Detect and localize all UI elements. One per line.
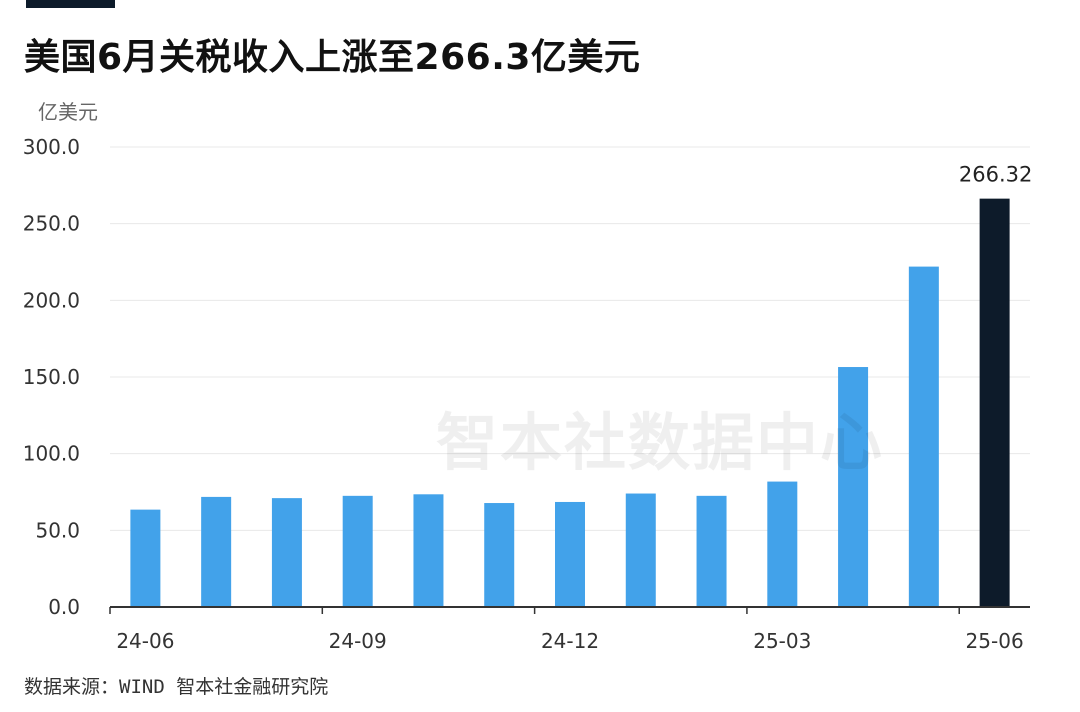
bar-24-12 (555, 501, 585, 607)
bar-25-06 (979, 198, 1010, 607)
bar-24-08 (271, 498, 302, 607)
y-tick-label: 300.0 (23, 135, 80, 159)
y-tick-label: 100.0 (23, 442, 80, 466)
bar-25-04 (838, 367, 869, 607)
gridlines (110, 146, 1030, 531)
x-axis: 24-06 24-09 24-12 25-03 25-06 (109, 606, 1030, 653)
bar-24-06 (130, 509, 161, 607)
y-tick-label: 50.0 (35, 518, 80, 542)
bar-25-03 (767, 481, 798, 607)
header-accent-bar (26, 0, 115, 8)
bar-24-07 (201, 496, 232, 607)
source-note: 数据来源：WIND 智本社金融研究院 (24, 676, 329, 698)
data-label: 266.32 (959, 163, 1032, 187)
x-tick-label: 24-12 (541, 629, 599, 653)
y-axis-ticks: 0.0 50.0 100.0 150.0 200.0 250.0 300.0 (23, 135, 80, 619)
y-tick-label: 0.0 (48, 595, 80, 619)
bars (130, 198, 1010, 607)
bar-24-09 (342, 495, 373, 607)
y-tick-label: 250.0 (23, 212, 80, 236)
y-axis-unit-label: 亿美元 (38, 100, 98, 124)
x-tick-label: 25-06 (966, 629, 1024, 653)
data-labels: 266.32 (959, 163, 1032, 187)
y-tick-label: 150.0 (23, 365, 80, 389)
bar-25-02 (696, 495, 727, 607)
bar-24-10 (413, 494, 444, 607)
bar-25-01 (625, 493, 656, 607)
x-tick-label: 24-06 (116, 629, 174, 653)
bar-25-05 (908, 266, 939, 607)
bar-24-11 (484, 503, 515, 607)
chart-title: 美国6月关税收入上涨至266.3亿美元 (24, 37, 641, 78)
watermark: 智本社数据中心 (436, 406, 885, 479)
x-tick-label: 24-09 (329, 629, 387, 653)
x-tick-label: 25-03 (753, 629, 811, 653)
y-tick-label: 200.0 (23, 288, 80, 312)
